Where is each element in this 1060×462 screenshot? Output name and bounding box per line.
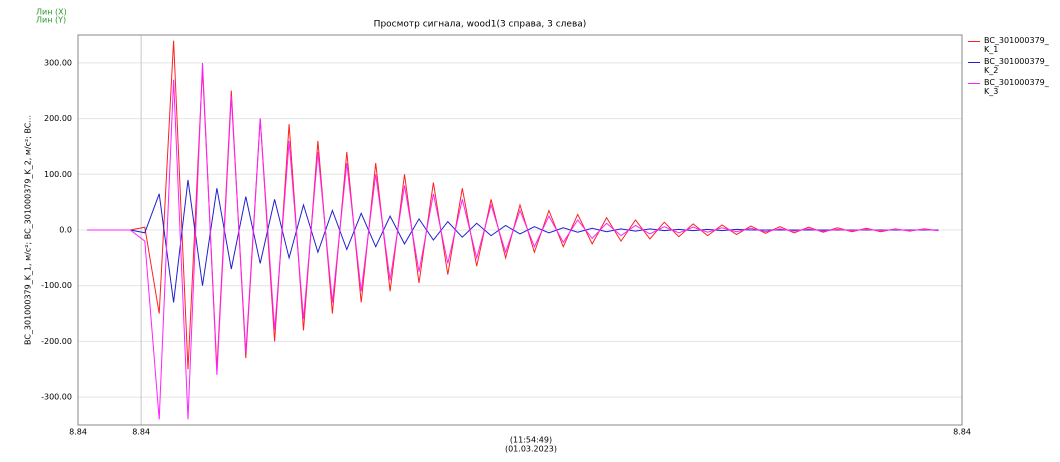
legend-label: BC_301000379_K_1 xyxy=(984,36,1049,54)
series-line xyxy=(87,179,939,303)
y-tick-label: 0.0 xyxy=(59,226,72,235)
y-tick-label: 200.00 xyxy=(44,114,72,123)
y-tick-label: -100.00 xyxy=(41,281,72,290)
legend: BC_301000379_K_1 BC_301000379_K_2 BC_30100… xyxy=(968,36,1054,99)
y-tick-label: 300.00 xyxy=(44,58,72,67)
x-axis-label: (11:54:49) xyxy=(510,436,552,445)
series-line xyxy=(87,62,939,420)
y-axis-label: BC_301000379_K_1, м/с²; BC_301000379_K_2… xyxy=(24,115,33,345)
x-tick-label: 8.84 xyxy=(132,428,150,437)
x-tick-label: 8.84 xyxy=(953,428,971,437)
y-tick-label: -300.00 xyxy=(41,393,72,402)
chart-title: Просмотр сигнала, wood1(3 справа, 3 слев… xyxy=(374,20,587,30)
corner-label: Лин (Y) xyxy=(36,16,66,25)
legend-swatch xyxy=(968,83,980,84)
x-tick-label: 8.84 xyxy=(69,428,87,437)
legend-swatch xyxy=(968,62,980,63)
legend-swatch xyxy=(968,41,980,42)
y-tick-label: 100.00 xyxy=(44,170,72,179)
y-tick-label: -200.00 xyxy=(41,337,72,346)
plot-frame xyxy=(77,34,963,426)
legend-item: BC_301000379_K_2 xyxy=(968,57,1054,75)
corner-label: Лин (X) xyxy=(36,8,67,17)
legend-label: BC_301000379_K_3 xyxy=(984,78,1049,96)
x-axis-label: (01.03.2023) xyxy=(505,445,557,454)
legend-item: BC_301000379_K_3 xyxy=(968,78,1054,96)
legend-item: BC_301000379_K_1 xyxy=(968,36,1054,54)
legend-label: BC_301000379_K_2 xyxy=(984,57,1049,75)
